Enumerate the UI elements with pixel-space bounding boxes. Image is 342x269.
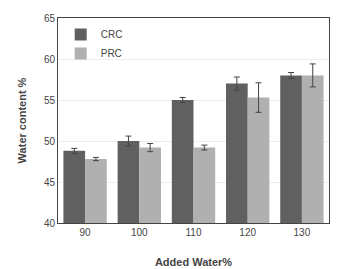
svg-text:110: 110 [186, 227, 202, 238]
svg-text:45: 45 [44, 177, 56, 188]
svg-text:100: 100 [131, 227, 148, 238]
svg-text:50: 50 [44, 136, 56, 147]
svg-text:CRC: CRC [101, 29, 123, 40]
svg-text:120: 120 [239, 227, 256, 238]
svg-text:65: 65 [44, 13, 56, 24]
svg-text:40: 40 [44, 218, 56, 229]
svg-text:60: 60 [44, 54, 56, 65]
svg-text:Water content %: Water content % [16, 77, 28, 163]
svg-text:Added Water%: Added Water% [155, 256, 232, 268]
svg-text:55: 55 [44, 95, 56, 106]
svg-text:90: 90 [80, 227, 92, 238]
svg-text:130: 130 [294, 227, 311, 238]
svg-text:PRC: PRC [101, 48, 122, 59]
